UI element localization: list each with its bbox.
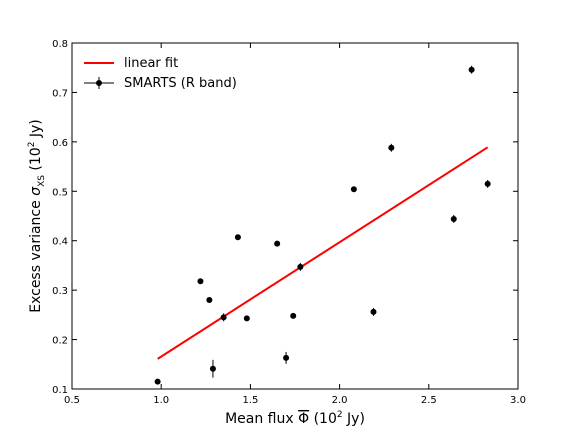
legend: linear fit SMARTS (R band) [84, 56, 237, 91]
data-point [197, 278, 204, 285]
point-marker [484, 180, 491, 187]
y-tick-label: 0.5 [52, 187, 68, 198]
y-tick-label: 0.4 [52, 237, 68, 248]
y-tick-label: 0.8 [52, 39, 68, 50]
point-marker [468, 66, 475, 73]
linear-fit-line [157, 146, 489, 360]
x-tick-label: 1.0 [153, 395, 169, 406]
point-marker [274, 240, 281, 247]
data-point [370, 307, 377, 316]
plot-frame [71, 42, 519, 390]
point-marker [388, 144, 395, 151]
point-marker [283, 354, 290, 361]
x-tick-label: 2.5 [421, 395, 437, 406]
x-tick-label: 1.5 [242, 395, 258, 406]
y-tick-label: 0.6 [52, 138, 68, 149]
data-point [206, 297, 213, 304]
point-marker [206, 297, 213, 304]
data-point [274, 240, 281, 247]
y-tick-label: 0.1 [52, 385, 68, 396]
point-marker [450, 215, 457, 222]
data-point [154, 378, 161, 385]
point-marker [297, 263, 304, 270]
point-marker [197, 278, 204, 285]
point-marker [220, 314, 227, 321]
y-tick-label: 0.3 [52, 286, 68, 297]
point-marker [370, 308, 377, 315]
data-point [388, 143, 395, 152]
x-tick-label: 2.0 [332, 395, 348, 406]
y-tick-label: 0.2 [52, 336, 68, 347]
point-marker [290, 312, 297, 319]
point-marker [154, 378, 161, 385]
data-point [234, 234, 241, 241]
plot-area [72, 43, 518, 389]
x-tick-label: 3.0 [510, 395, 526, 406]
y-tick-label: 0.7 [52, 88, 68, 99]
point-marker [243, 315, 250, 322]
data-point [290, 312, 297, 319]
data-point [350, 186, 357, 193]
x-axis-label: Mean flux Φ (102 Jy) [225, 410, 365, 427]
point-marker [234, 234, 241, 241]
data-point [283, 351, 290, 364]
legend-label-fit: linear fit [124, 56, 178, 71]
data-point [468, 65, 475, 74]
data-point [450, 215, 457, 223]
point-marker [209, 365, 216, 372]
data-point [209, 359, 216, 378]
data-point [484, 179, 491, 188]
data-point [243, 315, 250, 322]
x-tick-label: 0.5 [64, 395, 80, 406]
legend-label-smarts: SMARTS (R band) [124, 76, 237, 91]
legend-point-swatch [96, 80, 102, 86]
data-point [297, 262, 304, 271]
y-axis-label: Excess variance σXS (102 Jy) [27, 119, 47, 313]
point-marker [350, 186, 357, 193]
data-point [220, 313, 227, 322]
